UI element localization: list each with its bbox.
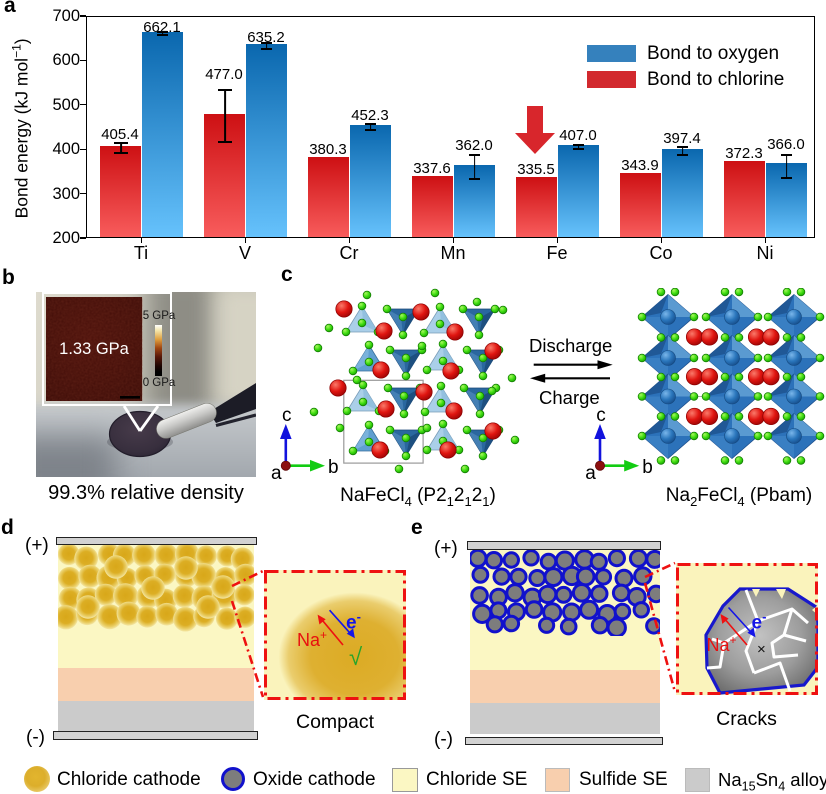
svg-text:b: b	[642, 457, 653, 478]
svg-text:a: a	[585, 463, 596, 484]
svg-text:c: c	[282, 405, 292, 426]
svg-text:b: b	[328, 457, 339, 478]
svg-text:a: a	[271, 463, 282, 484]
svg-text:×: ×	[757, 641, 766, 658]
svg-text:c: c	[596, 405, 606, 426]
